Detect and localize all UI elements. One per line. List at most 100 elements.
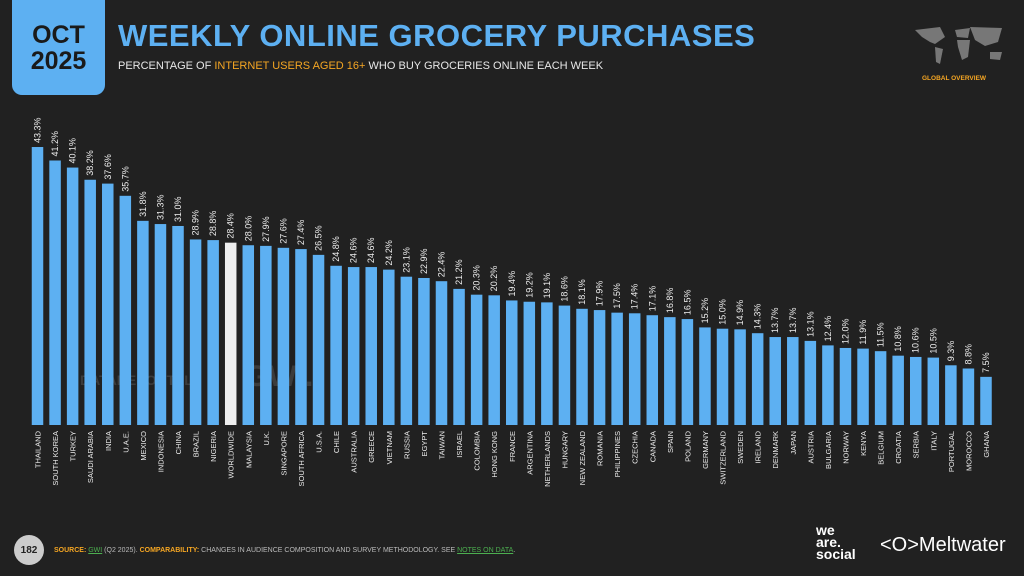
- data-label: 13.7%: [770, 308, 780, 334]
- data-label: 31.3%: [155, 195, 165, 221]
- category-label: TAIWAN: [437, 431, 446, 459]
- category-label: RUSSIA: [402, 431, 411, 459]
- data-label: 14.9%: [735, 300, 745, 326]
- category-label: PORTUGAL: [947, 431, 956, 472]
- source-link[interactable]: GWI: [88, 546, 103, 554]
- category-label: ROMANIA: [596, 431, 605, 466]
- category-label: CROATIA: [894, 431, 903, 464]
- bar: [295, 249, 307, 425]
- data-label: 17.5%: [612, 283, 622, 309]
- data-label: 16.5%: [682, 290, 692, 316]
- category-label: FRANCE: [508, 431, 517, 462]
- data-label: 41.2%: [50, 131, 60, 157]
- data-label: 20.3%: [472, 265, 482, 291]
- data-label: 11.5%: [876, 322, 886, 347]
- category-label: NETHERLANDS: [543, 431, 552, 487]
- data-label: 10.5%: [928, 328, 938, 354]
- comparability-text: CHANGES IN AUDIENCE COMPOSITION AND SURV…: [199, 546, 458, 554]
- bar: [822, 345, 834, 425]
- bar: [330, 265, 342, 425]
- bar: [804, 340, 817, 425]
- category-label: CHILE: [332, 431, 341, 453]
- category-label: NORWAY: [841, 431, 850, 464]
- category-label: SERBIA: [912, 431, 921, 459]
- bar: [787, 337, 799, 425]
- category-label: SWITZERLAND: [719, 430, 728, 484]
- bar: [839, 347, 852, 425]
- category-label: BRAZIL: [192, 431, 201, 457]
- date-month: OCT: [32, 20, 85, 49]
- bar: [347, 267, 360, 425]
- category-label: IRELAND: [754, 430, 763, 463]
- data-label: 24.6%: [349, 238, 359, 264]
- data-label: 28.0%: [243, 216, 253, 242]
- notes-on-data-link[interactable]: NOTES ON DATA: [457, 546, 514, 554]
- bar: [523, 301, 536, 425]
- data-label: 35.7%: [120, 166, 130, 192]
- category-label: U.K.: [262, 431, 271, 446]
- data-label: 17.1%: [647, 286, 657, 312]
- bar: [453, 288, 465, 425]
- bar: [400, 276, 413, 425]
- data-label: 13.1%: [805, 311, 815, 337]
- category-label: MALAYSIA: [244, 431, 253, 468]
- bar: [628, 313, 641, 425]
- category-label: GREECE: [367, 431, 376, 463]
- footer: 182 SOURCE: GWI (Q2 2025). COMPARABILITY…: [14, 535, 515, 565]
- bar: [646, 315, 659, 425]
- data-label: 37.6%: [103, 154, 113, 180]
- bar: [874, 351, 887, 425]
- category-label: ARGENTINA: [525, 431, 534, 475]
- bar: [66, 167, 79, 426]
- bar: [769, 337, 781, 425]
- category-label: CHINA: [174, 431, 183, 454]
- category-label: COLOMBIA: [473, 431, 482, 471]
- category-label: INDIA: [104, 431, 113, 451]
- data-label: 17.4%: [630, 284, 640, 310]
- data-label: 13.7%: [788, 308, 798, 334]
- category-label: MOROCCO: [964, 431, 973, 471]
- data-label: 14.3%: [753, 304, 763, 330]
- bar: [154, 224, 167, 425]
- bar: [734, 329, 746, 425]
- source-note: SOURCE: GWI (Q2 2025). COMPARABILITY: CH…: [54, 547, 515, 554]
- category-label: BELGIUM: [877, 431, 886, 465]
- bar: [470, 294, 483, 425]
- category-label: GERMANY: [701, 431, 710, 469]
- category-label: DENMARK: [771, 431, 780, 469]
- category-label: SOUTH AFRICA: [297, 431, 306, 486]
- bar: [892, 355, 904, 425]
- data-label: 16.8%: [665, 288, 675, 314]
- bar: [980, 376, 992, 425]
- bar: [207, 240, 219, 425]
- notes-end: .: [513, 546, 516, 554]
- data-label: 20.2%: [489, 266, 499, 292]
- data-label: 27.6%: [278, 218, 288, 244]
- category-label: SOUTH KOREA: [51, 431, 60, 486]
- category-label: THAILAND: [34, 430, 43, 468]
- category-label: MEXICO: [139, 431, 148, 461]
- category-label: INDONESIA: [156, 431, 165, 472]
- category-label: SAUDI ARABIA: [86, 431, 95, 483]
- category-label: U.A.E.: [121, 431, 130, 453]
- bar: [31, 147, 44, 425]
- bar: [716, 328, 729, 425]
- data-label: 19.2%: [524, 272, 534, 298]
- data-label: 18.1%: [577, 279, 587, 305]
- data-label: 28.8%: [208, 211, 218, 237]
- category-label: PHILIPPINES: [613, 431, 622, 477]
- category-label: EGYPT: [420, 431, 429, 457]
- data-label: 38.2%: [85, 150, 95, 176]
- data-label: 10.6%: [911, 327, 921, 353]
- bar: [189, 239, 202, 425]
- category-label: GHANA: [982, 431, 991, 458]
- bar: [558, 305, 571, 425]
- bar: [383, 269, 395, 425]
- bar: [84, 179, 96, 425]
- data-label: 28.4%: [226, 213, 236, 239]
- data-label: 24.2%: [384, 240, 394, 266]
- category-label: CANADA: [648, 431, 657, 462]
- bar: [102, 183, 114, 425]
- data-label: 43.3%: [33, 117, 43, 143]
- data-label: 12.4%: [823, 316, 833, 342]
